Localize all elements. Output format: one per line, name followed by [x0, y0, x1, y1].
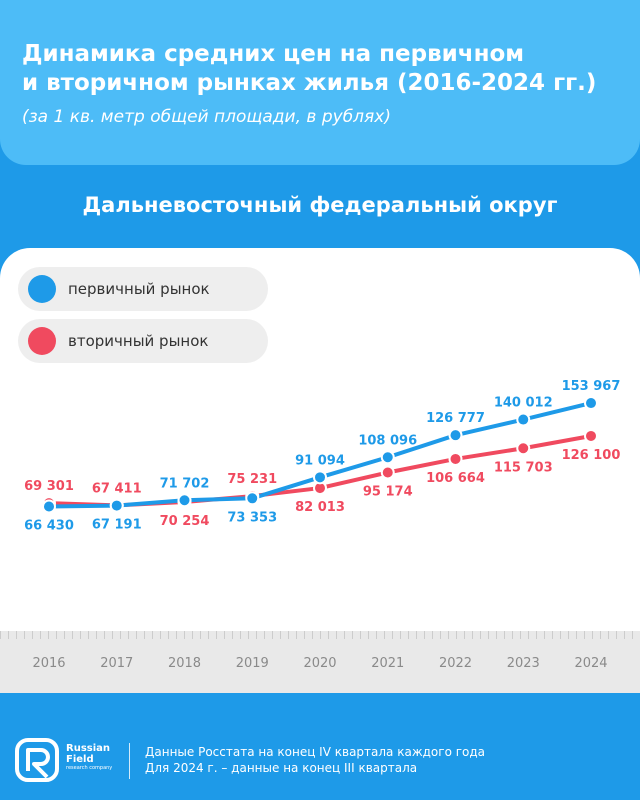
- data-label: 126 100: [562, 448, 621, 463]
- data-label: 66 430: [24, 518, 74, 533]
- brand-line-2: Field: [66, 754, 94, 765]
- brand-line-1: Russian: [66, 743, 111, 754]
- data-label: 91 094: [295, 453, 345, 468]
- data-label: 82 013: [295, 500, 345, 515]
- x-tick-label: 2017: [100, 656, 133, 671]
- page-subtitle: (за 1 кв. метр общей площади, в рублях): [22, 107, 391, 127]
- line-chart: 2016 2017 2018 2019 2020 2021 2022 2023 2024 69 3…: [24, 379, 621, 671]
- x-tick-label: 2024: [574, 656, 607, 671]
- x-axis-strip: [0, 631, 640, 693]
- data-label: 115 703: [494, 460, 553, 475]
- brand-line-3: research company: [66, 765, 113, 771]
- data-label: 153 967: [562, 379, 621, 394]
- data-point: [448, 451, 463, 466]
- x-tick-label: 2021: [371, 656, 404, 671]
- source-note-line-2: Для 2024 г. – данные на конец III кварта…: [145, 761, 418, 775]
- data-label: 140 012: [494, 396, 553, 411]
- data-point: [516, 412, 531, 427]
- legend-item-primary: первичный рынок: [18, 267, 268, 311]
- chart-card: 2016 2017 2018 2019 2020 2021 2022 2023 2024 69 3…: [0, 248, 640, 693]
- data-point: [584, 428, 598, 443]
- title-line-2: и вторичном рынках жилья (2016-2024 гг.): [22, 70, 597, 96]
- data-point: [109, 498, 124, 513]
- data-point: [448, 428, 463, 443]
- data-label: 70 254: [160, 514, 210, 529]
- data-label: 69 301: [24, 479, 74, 494]
- data-point: [584, 396, 598, 411]
- data-label: 73 353: [227, 510, 277, 525]
- footer: Russian Field research company Данные Ро…: [0, 693, 640, 800]
- x-axis-ticks: [0, 631, 640, 639]
- data-point: [177, 493, 192, 508]
- legend-label-primary: первичный рынок: [68, 280, 210, 298]
- x-tick-label: 2022: [439, 656, 472, 671]
- brand-name: Russian Field research company: [66, 743, 112, 772]
- page-title: Динамика средних цен на первичном и втор…: [22, 40, 622, 98]
- legend-label-secondary: вторичный рынок: [68, 332, 209, 350]
- data-label: 67 411: [92, 481, 142, 496]
- data-label: 126 777: [426, 411, 485, 426]
- source-note-line-1: Данные Росстата на конец IV квартала каж…: [145, 745, 486, 759]
- russian-field-logo-icon: [15, 738, 59, 782]
- x-tick-label: 2019: [236, 656, 269, 671]
- data-point: [42, 499, 56, 514]
- legend-item-secondary: вторичный рынок: [18, 319, 268, 363]
- data-label: 106 664: [426, 471, 485, 486]
- data-point: [313, 470, 327, 485]
- data-point: [380, 465, 395, 480]
- data-label: 67 191: [92, 518, 142, 533]
- header-card: Динамика средних цен на первичном и втор…: [0, 0, 640, 165]
- footer-divider: [129, 743, 130, 779]
- data-point: [380, 450, 395, 465]
- source-note: Данные Росстата на конец IV квартала каж…: [145, 744, 485, 776]
- data-label: 71 702: [160, 476, 210, 491]
- legend-dot-primary: [28, 275, 56, 303]
- x-tick-label: 2020: [303, 656, 336, 671]
- x-tick-label: 2023: [507, 656, 540, 671]
- data-point: [516, 441, 531, 456]
- data-point: [245, 491, 260, 506]
- data-label: 108 096: [358, 433, 417, 448]
- region-title: Дальневосточный федеральный округ: [82, 193, 558, 217]
- data-label: 95 174: [363, 485, 413, 500]
- legend-dot-secondary: [28, 327, 56, 355]
- x-tick-label: 2016: [32, 656, 65, 671]
- data-label: 75 231: [227, 472, 277, 487]
- x-tick-label: 2018: [168, 656, 201, 671]
- title-line-1: Динамика средних цен на первичном: [22, 41, 525, 67]
